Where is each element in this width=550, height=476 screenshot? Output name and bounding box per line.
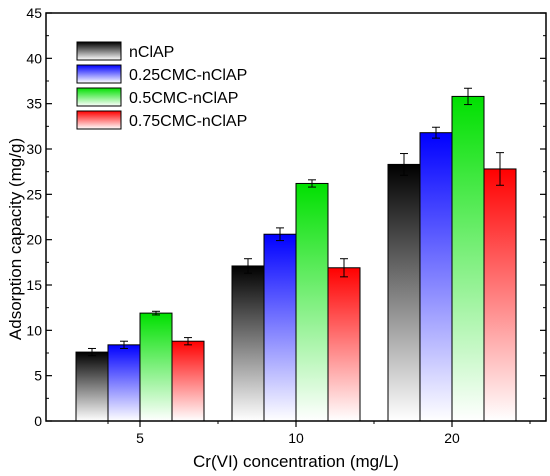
error-bar-0.25CMC-nClAP-5 xyxy=(120,340,128,349)
y-tick-label: 0 xyxy=(34,413,42,429)
legend-swatch-0.75CMC-nClAP xyxy=(76,110,122,130)
legend-label-nClAP: nClAP xyxy=(129,44,174,61)
bar-nClAP-10 xyxy=(231,265,265,422)
legend-label-0.75CMC-nClAP: 0.75CMC-nClAP xyxy=(129,113,247,130)
axes-layer: 0 5 10 15 20 25 30 35 40 45 5 10 20 xyxy=(26,5,547,446)
x-tick-label: 5 xyxy=(136,430,144,446)
legend: nClAP 0.25CMC-nClAP 0.5CMC-nClAP 0.75CMC-nC… xyxy=(76,41,247,130)
error-bar-0.25CMC-nClAP-20 xyxy=(432,126,440,139)
error-bar-0.5CMC-nClAP-20 xyxy=(464,87,472,106)
y-tick-label: 20 xyxy=(26,232,42,248)
bars-layer xyxy=(75,87,517,422)
bar-nClAP-5 xyxy=(75,351,109,422)
legend-swatch-nClAP xyxy=(76,41,122,61)
y-tick-label: 5 xyxy=(34,368,42,384)
bar-0.5CMC-nClAP-10 xyxy=(295,182,329,422)
error-bar-0.5CMC-nClAP-10 xyxy=(308,179,316,188)
bar-0.25CMC-nClAP-10 xyxy=(263,233,297,422)
bar-0.75CMC-nClAP-5 xyxy=(171,340,205,422)
bar-nClAP-20 xyxy=(387,163,421,422)
error-bar-0.25CMC-nClAP-10 xyxy=(276,227,284,242)
y-tick-label: 10 xyxy=(26,322,42,338)
y-tick-label: 30 xyxy=(26,141,42,157)
error-bar-nClAP-5 xyxy=(88,347,96,357)
bar-0.5CMC-nClAP-5 xyxy=(139,312,173,422)
x-axis-title: Cr(VI) concentration (mg/L) xyxy=(193,452,399,471)
legend-label-0.25CMC-nClAP: 0.25CMC-nClAP xyxy=(129,67,247,84)
y-tick-label: 40 xyxy=(26,50,42,66)
bar-0.25CMC-nClAP-5 xyxy=(107,344,141,422)
y-tick-label: 35 xyxy=(26,96,42,112)
y-axis-title: Adsorption capacity (mg/g) xyxy=(6,138,25,340)
error-bar-0.5CMC-nClAP-5 xyxy=(152,310,160,316)
y-tick-label: 45 xyxy=(26,5,42,21)
x-tick-label: 20 xyxy=(444,430,460,446)
bar-0.25CMC-nClAP-20 xyxy=(419,132,453,422)
legend-swatch-0.25CMC-nClAP xyxy=(76,64,122,84)
error-bar-0.75CMC-nClAP-10 xyxy=(340,258,348,278)
y-tick-label: 25 xyxy=(26,186,42,202)
legend-swatch-0.5CMC-nClAP xyxy=(76,87,122,107)
bar-0.75CMC-nClAP-20 xyxy=(483,168,517,422)
x-tick-label: 10 xyxy=(288,430,304,446)
bar-0.75CMC-nClAP-10 xyxy=(327,267,361,422)
error-bar-0.75CMC-nClAP-5 xyxy=(184,337,192,346)
bar-0.5CMC-nClAP-20 xyxy=(451,95,485,422)
y-tick-label: 15 xyxy=(26,277,42,293)
error-bar-nClAP-20 xyxy=(400,153,408,176)
error-bar-nClAP-10 xyxy=(244,258,252,274)
error-bar-0.75CMC-nClAP-20 xyxy=(496,152,504,186)
legend-label-0.5CMC-nClAP: 0.5CMC-nClAP xyxy=(129,90,238,107)
